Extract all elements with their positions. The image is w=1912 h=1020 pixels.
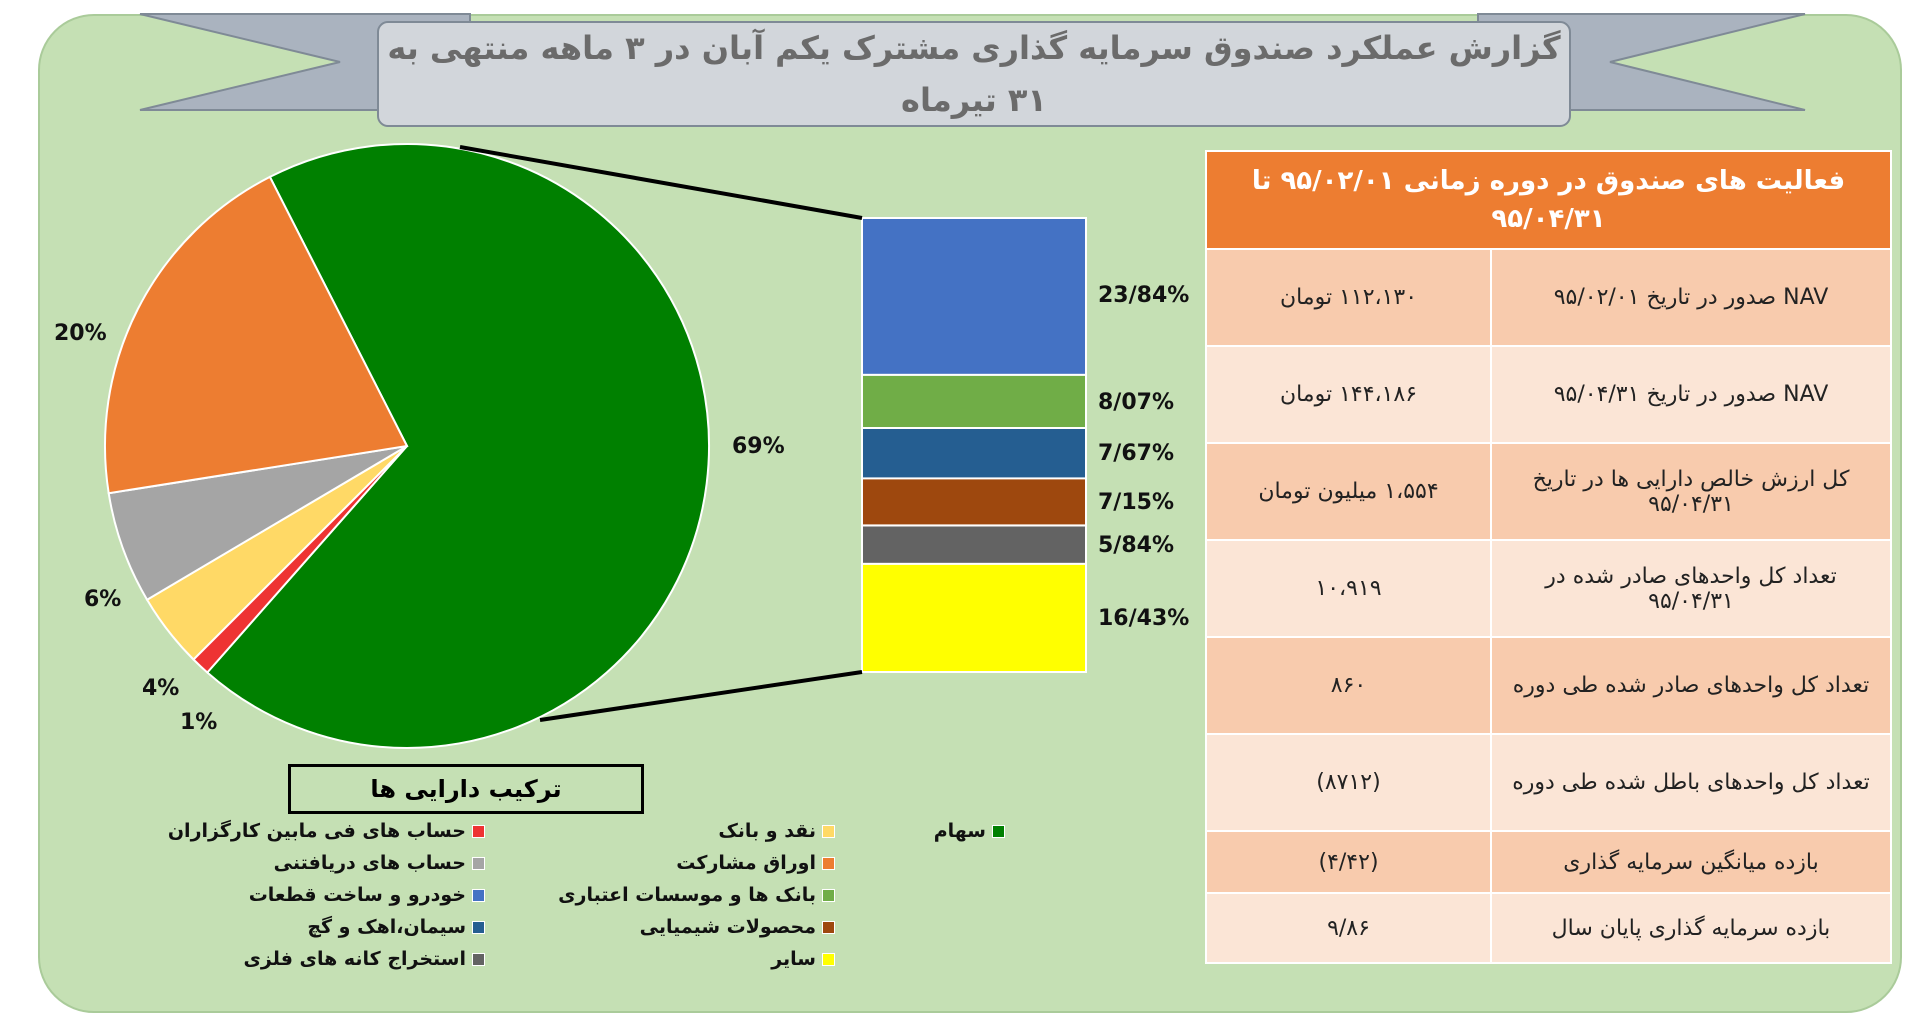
table-row: بازده میانگین سرمایه گذاری (۴/۴۲) <box>1205 830 1892 894</box>
pie-slice <box>104 175 409 495</box>
legend-item: سهام <box>934 820 1005 842</box>
legend-item: سیمان،اهک و گچ <box>307 916 485 938</box>
bar-label-cement: 7/67% <box>1098 441 1175 466</box>
ribbon-center <box>377 21 1571 127</box>
row-label: بازده سرمایه گذاری پایان سال <box>1490 892 1892 964</box>
bar-segment <box>861 562 1087 674</box>
pie-label-broker-accounts: 1% <box>180 710 218 735</box>
asset-composition-chart <box>104 142 1087 749</box>
legend-swatch <box>822 856 835 870</box>
row-value: ۱۴۴،۱۸۶ تومان <box>1205 345 1492 444</box>
legend-swatch <box>472 952 485 966</box>
pie-label-receivables: 6% <box>84 587 122 612</box>
bar-segment <box>861 427 1087 480</box>
table-row: NAV صدور در تاریخ ۹۵/۰۲/۰۱ ۱۱۲،۱۳۰ تومان <box>1205 248 1892 347</box>
bar-segment <box>861 373 1087 429</box>
legend-swatch <box>822 920 835 934</box>
row-value: (۴/۴۲) <box>1205 830 1492 894</box>
legend-swatch <box>472 888 485 902</box>
page-title: گزارش عملکرد صندوق سرمایه گذاری مشترک یک… <box>387 29 1561 119</box>
table-row: تعداد کل واحدهای صادر شده طی دوره ۸۶۰ <box>1205 636 1892 735</box>
fund-activity-table: فعالیت های صندوق در دوره زمانی ۹۵/۰۲/۰۱ … <box>1205 150 1892 964</box>
row-value: ۱۰،۹۱۹ <box>1205 539 1492 638</box>
row-value: (۸۷۱۲) <box>1205 733 1492 832</box>
table-row: بازده سرمایه گذاری پایان سال ۹/۸۶ <box>1205 892 1892 964</box>
legend-swatch <box>472 824 485 838</box>
bar-label-automotive: 23/84% <box>1098 283 1190 308</box>
legend-swatch <box>472 920 485 934</box>
legend-item: خودرو و ساخت قطعات <box>249 884 485 906</box>
legend-swatch <box>472 856 485 870</box>
legend-swatch <box>822 824 835 838</box>
bar-label-banks: 8/07% <box>1098 390 1175 415</box>
pie-label-bonds: 20% <box>54 321 107 346</box>
row-label: NAV صدور در تاریخ ۹۵/۰۴/۳۱ <box>1490 345 1892 444</box>
row-value: ۱،۵۵۴ میلیون تومان <box>1205 442 1492 541</box>
row-label: بازده میانگین سرمایه گذاری <box>1490 830 1892 894</box>
connector-line-bottom <box>539 670 863 722</box>
legend-item: سایر <box>771 948 835 970</box>
bar-segment <box>861 524 1087 565</box>
title-ribbon <box>139 13 1806 127</box>
legend-title: ترکیب دارایی ها <box>288 764 644 814</box>
legend-item: حساب های دریافتنی <box>274 852 485 874</box>
pie-label-cash-bank: 4% <box>142 676 180 701</box>
table-row: NAV صدور در تاریخ ۹۵/۰۴/۳۱ ۱۴۴،۱۸۶ تومان <box>1205 345 1892 444</box>
bar-segment <box>861 217 1087 376</box>
table-row: تعداد کل واحدهای صادر شده در ۹۵/۰۴/۳۱ ۱۰… <box>1205 539 1892 638</box>
table-header: فعالیت های صندوق در دوره زمانی ۹۵/۰۲/۰۱ … <box>1205 150 1892 250</box>
row-label: NAV صدور در تاریخ ۹۵/۰۲/۰۱ <box>1490 248 1892 347</box>
legend-item: بانک ها و موسسات اعتباری <box>558 884 835 906</box>
legend-item: محصولات شیمیایی <box>640 916 835 938</box>
table-row: کل ارزش خالص دارایی ها در تاریخ ۹۵/۰۴/۳۱… <box>1205 442 1892 541</box>
row-value: ۱۱۲،۱۳۰ تومان <box>1205 248 1492 347</box>
legend-item: اوراق مشارکت <box>676 852 835 874</box>
bar-label-chemicals: 7/15% <box>1098 490 1175 515</box>
legend-item: استخراج کانه های فلزی <box>243 948 485 970</box>
bar-segment <box>861 477 1087 527</box>
bar-label-other: 16/43% <box>1098 606 1190 631</box>
row-value: ۹/۸۶ <box>1205 892 1492 964</box>
row-label: تعداد کل واحدهای باطل شده طی دوره <box>1490 733 1892 832</box>
legend-swatch <box>992 824 1005 838</box>
legend-swatch <box>822 952 835 966</box>
legend-swatch <box>822 888 835 902</box>
legend-item: نقد و بانک <box>718 820 835 842</box>
connector-line-top <box>459 145 863 220</box>
legend-item: حساب های فی مابین کارگزاران <box>168 820 485 842</box>
table-row: تعداد کل واحدهای باطل شده طی دوره (۸۷۱۲) <box>1205 733 1892 832</box>
row-value: ۸۶۰ <box>1205 636 1492 735</box>
row-label: کل ارزش خالص دارایی ها در تاریخ ۹۵/۰۴/۳۱ <box>1490 442 1892 541</box>
pie-label-stocks: 69% <box>732 434 785 459</box>
row-label: تعداد کل واحدهای صادر شده در ۹۵/۰۴/۳۱ <box>1490 539 1892 638</box>
row-label: تعداد کل واحدهای صادر شده طی دوره <box>1490 636 1892 735</box>
bar-label-mining: 5/84% <box>1098 533 1175 558</box>
